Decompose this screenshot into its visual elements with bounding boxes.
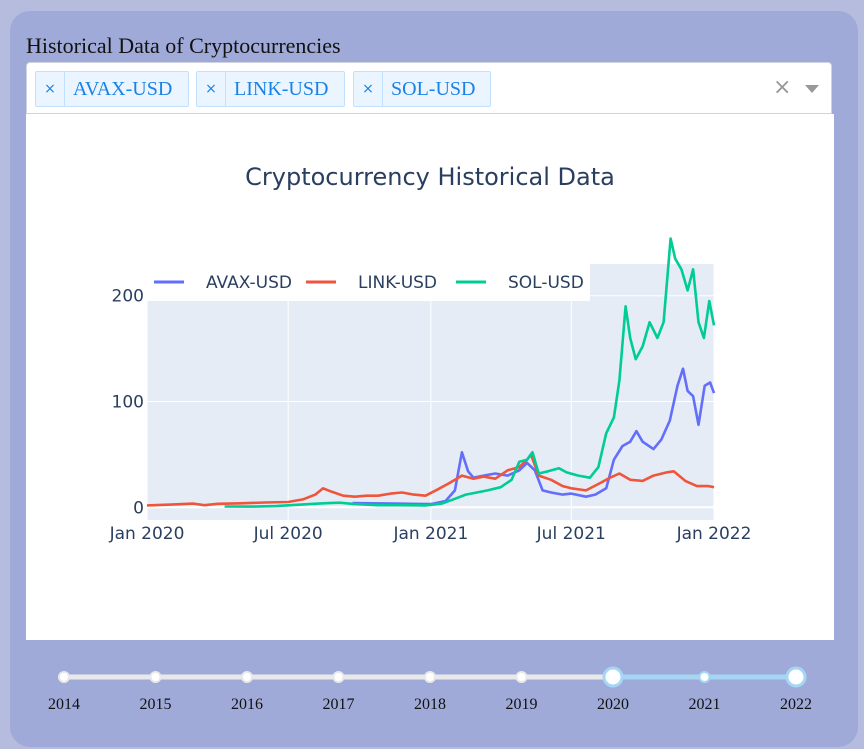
chart-container: Cryptocurrency Historical Data Jan 2020 Ju… [26, 114, 834, 640]
chip-sol: × SOL-USD [353, 71, 491, 107]
legend-label: LINK-USD [358, 273, 437, 293]
clear-all-icon[interactable]: × [773, 75, 792, 100]
slider-year-label: 2018 [414, 696, 446, 713]
remove-link-icon[interactable]: × [197, 72, 226, 106]
y-tick-label: 200 [112, 287, 144, 307]
line-chart: Cryptocurrency Historical Data Jan 2020 Ju… [109, 163, 752, 544]
slider-dot [515, 671, 528, 683]
y-tick-label: 0 [133, 498, 144, 518]
year-range-slider[interactable]: 2014 2015 2016 2017 2018 2019 2020 2021 2022 [0, 660, 864, 730]
series-line-link-usd [146, 453, 715, 507]
slider-year-label: 2019 [506, 696, 538, 713]
currency-multiselect[interactable]: × AVAX-USD × LINK-USD × SOL-USD × [26, 62, 832, 114]
slider-dot [424, 671, 436, 683]
slider-handle[interactable] [602, 666, 624, 688]
slider-dot [698, 671, 711, 683]
slider-dot [58, 671, 70, 683]
dropdown-arrow-icon[interactable] [805, 85, 819, 93]
y-tick-label: 100 [112, 393, 144, 413]
slider-year-label: 2017 [323, 696, 355, 713]
slider-dot [332, 671, 345, 683]
slider-dot [241, 671, 253, 683]
chip-avax: × AVAX-USD [35, 71, 189, 107]
remove-sol-icon[interactable]: × [354, 72, 383, 106]
x-tick-label: Jul 2021 [536, 524, 606, 544]
legend-label: SOL-USD [508, 273, 584, 293]
x-tick-label: Jan 2020 [109, 524, 185, 544]
remove-avax-icon[interactable]: × [36, 72, 65, 106]
series-line-sol-usd [224, 237, 716, 508]
x-tick-label: Jan 2021 [392, 524, 468, 544]
slider-year-label: 2016 [231, 696, 263, 713]
chip-label: LINK-USD [234, 77, 329, 100]
legend-label: AVAX-USD [206, 273, 292, 293]
legend-box [147, 264, 590, 301]
chip-label: SOL-USD [391, 77, 476, 100]
slider-handle[interactable] [785, 666, 807, 688]
slider-year-label: 2021 [689, 696, 721, 713]
slider-year-label: 2014 [48, 696, 80, 713]
page-heading: Historical Data of Cryptocurrencies [26, 33, 341, 58]
chip-label: AVAX-USD [73, 77, 173, 100]
slider-year-label: 2015 [140, 696, 172, 713]
x-tick-label: Jan 2022 [676, 524, 752, 544]
x-tick-label: Jul 2020 [253, 524, 323, 544]
chart-title: Cryptocurrency Historical Data [245, 163, 615, 191]
slider-dot [149, 671, 162, 683]
slider-year-label: 2020 [597, 696, 629, 713]
slider-year-label: 2022 [780, 696, 812, 713]
chip-link: × LINK-USD [196, 71, 345, 107]
